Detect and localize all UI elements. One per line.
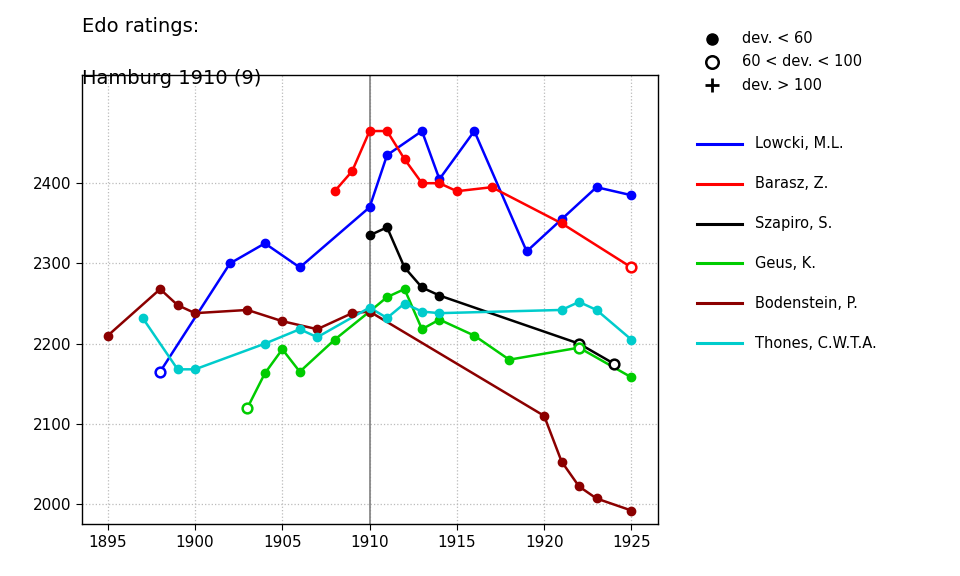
- Text: Szapiro, S.: Szapiro, S.: [756, 216, 832, 231]
- Text: Barasz, Z.: Barasz, Z.: [756, 176, 828, 191]
- Text: dev. < 60: dev. < 60: [742, 31, 813, 46]
- Text: 60 < dev. < 100: 60 < dev. < 100: [742, 54, 862, 70]
- Text: Lowcki, M.L.: Lowcki, M.L.: [756, 137, 844, 151]
- Text: dev. > 100: dev. > 100: [742, 78, 823, 93]
- Text: Hamburg 1910 (9): Hamburg 1910 (9): [82, 69, 261, 88]
- Text: Thones, C.W.T.A.: Thones, C.W.T.A.: [756, 336, 876, 351]
- Text: Bodenstein, P.: Bodenstein, P.: [756, 296, 858, 311]
- Text: Geus, K.: Geus, K.: [756, 256, 816, 271]
- Text: Edo ratings:: Edo ratings:: [82, 17, 199, 36]
